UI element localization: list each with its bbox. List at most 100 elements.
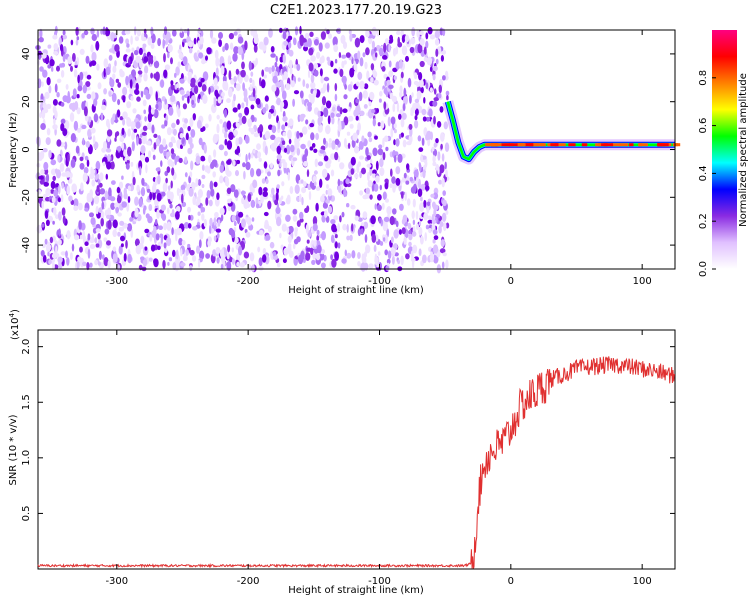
spectrogram-noise-blob (404, 191, 408, 201)
spectrogram-noise-blob (176, 104, 179, 114)
spectrogram-noise-blob (127, 128, 131, 137)
spectrogram-noise-blob (45, 173, 50, 183)
spectrogram-noise-blob (386, 206, 392, 215)
spectrogram-noise-blob (134, 26, 137, 36)
spectrogram-noise-blob (135, 82, 139, 92)
snr-plot-area (37, 329, 676, 570)
spectrogram-noise-blob (321, 168, 328, 178)
spectrogram-noise-blob (434, 38, 440, 46)
spectrogram-noise-blob (272, 251, 277, 257)
spectrogram-noise-blob (359, 155, 364, 160)
spectrogram-noise-blob (226, 198, 232, 204)
spectrogram-noise-blob (129, 85, 134, 95)
spectrogram-noise-blob (348, 29, 352, 35)
spectrogram-noise-blob (317, 110, 321, 118)
spectrogram-noise-blob (39, 66, 44, 72)
spectrogram-noise-blob (235, 83, 241, 92)
spectrogram-noise-blob (359, 190, 364, 196)
spectrogram-noise-blob (174, 156, 177, 166)
spectrogram-noise-blob (195, 155, 201, 165)
spectrogram-noise-blob (411, 27, 416, 37)
spectrogram-noise-blob (130, 228, 134, 238)
spectrogram-noise-blob (253, 132, 259, 138)
spectrogram-noise-blob (125, 38, 129, 45)
spectrogram-noise-blob (205, 55, 208, 61)
spectrogram-noise-blob (392, 47, 397, 57)
spectrogram-noise-blob (256, 168, 262, 177)
spectrogram-noise-blob (127, 196, 131, 203)
spectrogram-noise-blob (271, 65, 275, 73)
spectrogram-noise-blob (282, 54, 286, 64)
spectrogram-noise-blob (390, 236, 394, 244)
spectrogram-noise-blob (45, 137, 51, 146)
spectrogram-noise-blob (337, 155, 341, 163)
spectrogram-noise-blob (241, 218, 246, 228)
spectrogram-noise-blob (413, 169, 419, 178)
spectrogram-noise-blob (319, 149, 325, 154)
spectrogram-track-peak (558, 143, 566, 147)
spectrogram-noise-blob (152, 55, 157, 63)
spectrogram-noise-blob (439, 221, 444, 228)
spectrogram-noise-blob (389, 215, 395, 226)
spectrogram-noise-blob (52, 99, 58, 106)
spectrogram-noise-blob (119, 116, 124, 121)
spectrogram-noise-blob (219, 207, 225, 215)
spectrogram-noise-blob (73, 120, 79, 131)
spectrogram-noise-blob (209, 29, 214, 39)
spectrogram-noise-blob (182, 123, 187, 129)
spectrogram-noise-blob (101, 147, 106, 153)
spectrogram-noise-blob (328, 142, 332, 148)
spectrogram-noise-blob (121, 127, 125, 136)
spectrogram-noise-blob (343, 60, 347, 65)
spectrogram-noise-blob (201, 84, 207, 92)
spectrogram-noise-blob (79, 246, 83, 253)
spectrogram-noise-blob (123, 192, 128, 200)
spectrogram-noise-blob (129, 79, 133, 89)
spectrogram-noise-blob (120, 235, 125, 242)
spectrogram-noise-blob (62, 128, 68, 137)
spectrogram-noise-blob (247, 193, 252, 202)
spectrogram-noise-blob (214, 49, 219, 60)
spectrogram-noise-blob (406, 163, 410, 171)
spectrogram-noise-blob (188, 47, 193, 54)
spectrogram-noise-blob (372, 118, 376, 127)
snr-x-tick-label: -100 (368, 576, 391, 587)
spectrogram-noise-blob (383, 135, 389, 143)
spectrogram-noise-blob (226, 140, 233, 150)
spectrogram-noise-blob (391, 255, 395, 265)
spectrogram-noise-blob (136, 29, 141, 37)
spectrogram-noise-blob (418, 226, 423, 236)
spectrogram-noise-blob (261, 178, 266, 184)
spectrogram-noise-blob (334, 151, 339, 161)
spectrogram-noise-blob (257, 151, 262, 159)
spectrogram-noise-blob (368, 263, 374, 269)
spectrogram-noise-blob (155, 91, 158, 102)
spectrogram-noise-blob (144, 228, 150, 234)
spectrogram-noise-blob (129, 217, 134, 222)
spectrogram-noise-blob (293, 64, 298, 69)
spectrogram-noise-blob (62, 34, 67, 40)
spectrogram-noise-blob (69, 252, 73, 260)
spectrogram-noise-blob (354, 173, 359, 179)
spectrogram-noise-blob (65, 95, 71, 104)
spectrogram-noise-blob (155, 103, 159, 110)
spectrogram-noise-blob (60, 251, 66, 256)
spectrogram-noise-blob (276, 184, 280, 189)
spectrogram-noise-blob (222, 75, 227, 83)
spectrogram-noise-blob (240, 69, 246, 78)
spectrogram-noise-blob (428, 227, 432, 234)
spectrogram-noise-blob (195, 178, 199, 186)
spectrogram-noise-blob (253, 44, 258, 53)
spectrogram-noise-blob (203, 218, 207, 228)
spectrogram-noise-blob (301, 187, 307, 194)
spectrogram-noise-blob (344, 84, 347, 90)
spectrogram-noise-blob (107, 260, 111, 269)
spectrogram-noise-blob (249, 83, 253, 92)
spectrogram-noise-blob (295, 140, 300, 149)
spectrogram-noise-blob (432, 74, 436, 81)
spectrogram-noise-blob (182, 103, 187, 110)
snr-y-tick-label: 1.0 (21, 450, 32, 466)
spectrogram-noise-blob (55, 214, 59, 220)
spectrogram-noise-blob (160, 204, 166, 211)
spectrogram-noise-blob (407, 77, 412, 88)
